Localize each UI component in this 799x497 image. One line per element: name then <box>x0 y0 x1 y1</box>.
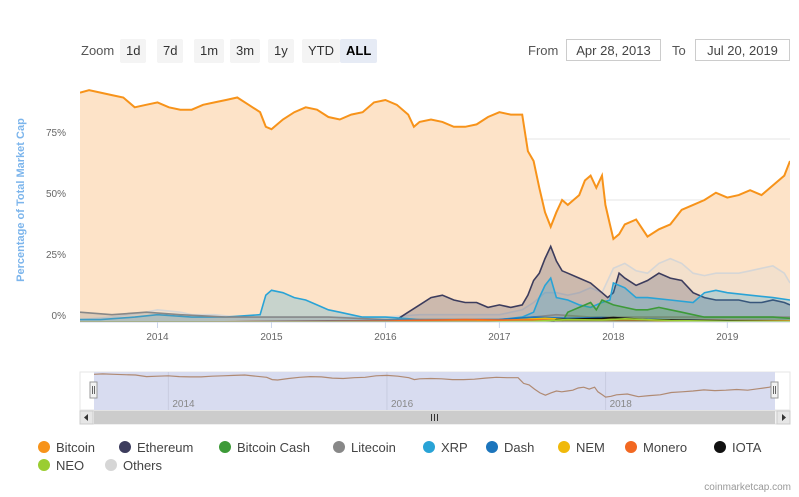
bitcoin-cash-line[interactable] <box>80 298 790 322</box>
legend-label: Ethereum <box>137 440 194 455</box>
y-axis: 0% 25% 50% 75% <box>46 128 66 322</box>
x-tick-label-1: 2015 <box>260 332 283 343</box>
scrollbar-grip-icon <box>431 414 438 421</box>
scroll-right-arrow-icon <box>782 414 786 421</box>
range-selector: Zoom 1d 7d 1m 3m 1y YTD ALL From To <box>0 0 799 70</box>
series-layer <box>80 89 790 322</box>
x-tick-label-4: 2018 <box>602 332 625 343</box>
legend-dot-icon <box>105 459 117 471</box>
legend-label: Dash <box>504 440 535 455</box>
zoom-all-button[interactable]: ALL <box>340 39 378 63</box>
ethereum-line[interactable] <box>80 244 790 322</box>
others-area <box>80 258 790 322</box>
zoom-3m-button[interactable]: 3m <box>230 39 261 63</box>
legend-dot-icon <box>38 459 50 471</box>
source-credit: coinmarketcap.com <box>704 482 791 493</box>
from-label: From <box>528 43 559 58</box>
zoom-1y-button[interactable]: 1y <box>268 39 294 63</box>
x-axis: 2014 2015 2016 2017 2018 2019 <box>146 322 739 343</box>
legend-label: NEM <box>576 440 605 455</box>
zoom-label: Zoom <box>81 43 115 58</box>
legend-dot-icon <box>119 441 131 453</box>
legend-label: Litecoin <box>351 440 396 455</box>
legend-label: IOTA <box>732 440 762 455</box>
legend-dot-icon <box>38 441 50 453</box>
x-tick-label-2: 2016 <box>374 332 397 343</box>
navigator-tick-label-2: 2018 <box>610 399 633 410</box>
legend-dot-icon <box>558 441 570 453</box>
from-date-input[interactable] <box>566 39 661 61</box>
legend-label: Monero <box>643 440 688 455</box>
legend-item-nem[interactable]: NEM <box>558 440 605 455</box>
legend-item-bitcoin-cash[interactable]: Bitcoin Cash <box>219 440 310 455</box>
legend-item-bitcoin[interactable]: Bitcoin <box>38 440 95 455</box>
ethereum-area <box>80 246 790 322</box>
legend-item-neo[interactable]: NEO <box>38 458 84 473</box>
legend-dot-icon <box>333 441 345 453</box>
x-tick-label-5: 2019 <box>716 332 739 343</box>
legend-item-xrp[interactable]: XRP <box>423 440 468 455</box>
x-tick-label-0: 2014 <box>146 332 169 343</box>
legend-item-monero[interactable]: Monero <box>625 440 687 455</box>
legend-item-others[interactable]: Others <box>105 458 162 473</box>
y-tick-label-0: 0% <box>52 311 67 322</box>
zoom-ytd-button[interactable]: YTD <box>302 39 340 63</box>
zoom-1d-button[interactable]: 1d <box>120 39 147 63</box>
legend-dot-icon <box>625 441 637 453</box>
legend-label: Bitcoin <box>56 440 96 455</box>
zoom-7d-button[interactable]: 7d <box>157 39 184 63</box>
navigator-right-handle[interactable] <box>770 381 779 399</box>
to-date-input[interactable] <box>695 39 790 61</box>
y-tick-label-1: 25% <box>46 250 66 261</box>
legend-dot-icon <box>423 441 435 453</box>
legend-dot-icon <box>486 441 498 453</box>
zoom-1m-button[interactable]: 1m <box>194 39 225 63</box>
bitcoin-cash-area <box>80 300 790 322</box>
navigator[interactable]: 2014 2016 2018 <box>79 371 791 411</box>
bitcoin-line[interactable] <box>80 89 790 241</box>
navigator-tick-label-1: 2016 <box>391 399 414 410</box>
legend-item-iota[interactable]: IOTA <box>714 440 761 455</box>
legend-dot-icon <box>714 441 726 453</box>
y-tick-label-3: 75% <box>46 128 66 139</box>
x-tick-label-3: 2017 <box>488 332 511 343</box>
legend-label: Others <box>123 458 163 473</box>
y-tick-label-2: 50% <box>46 189 66 200</box>
legend-item-ethereum[interactable]: Ethereum <box>119 440 193 455</box>
navigator-x-axis: 2014 2016 2018 <box>167 372 633 410</box>
legend-label: NEO <box>56 458 85 473</box>
legend-item-litecoin[interactable]: Litecoin <box>333 440 396 455</box>
legend-item-dash[interactable]: Dash <box>486 440 534 455</box>
legend-label: XRP <box>441 440 468 455</box>
legend-dot-icon <box>219 441 231 453</box>
navigator-mask <box>94 372 775 410</box>
navigator-left-handle[interactable] <box>89 381 98 399</box>
to-label: To <box>672 43 686 58</box>
legend-label: Bitcoin Cash <box>237 440 310 455</box>
y-axis-title: Percentage of Total Market Cap <box>15 118 27 282</box>
scrollbar[interactable] <box>79 410 791 425</box>
bitcoin-area <box>80 90 790 322</box>
navigator-series-line <box>94 373 775 398</box>
scroll-left-arrow-icon <box>84 414 88 421</box>
navigator-tick-label-0: 2014 <box>172 399 195 410</box>
